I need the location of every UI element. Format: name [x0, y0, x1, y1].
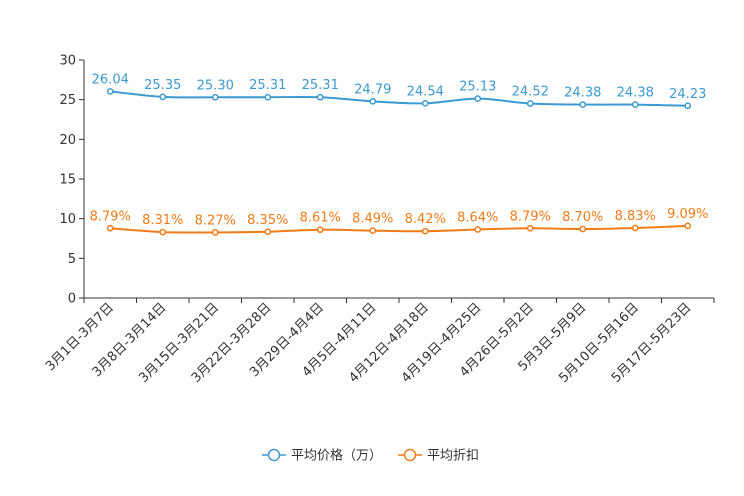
data-point[interactable]: [106, 88, 114, 95]
y-tick-label: 25: [59, 93, 76, 108]
series-layer: 26.04 25.35 25.30 25.31 25.31 24.79 24.54 25.13…: [90, 72, 708, 236]
data-label: 24.52: [512, 84, 549, 99]
data-point[interactable]: [106, 224, 114, 232]
data-label: 24.79: [354, 82, 391, 97]
data-point[interactable]: [631, 224, 639, 232]
data-point[interactable]: [684, 222, 692, 230]
data-point[interactable]: [316, 226, 324, 234]
data-label: 8.35%: [247, 213, 288, 228]
data-point[interactable]: [579, 101, 587, 108]
data-point[interactable]: [316, 93, 324, 101]
data-point[interactable]: [526, 100, 534, 107]
data-label: 8.27%: [195, 213, 236, 228]
data-point[interactable]: [369, 227, 377, 234]
y-tick-label: 20: [59, 133, 76, 148]
data-label: 9.09%: [667, 207, 708, 222]
series-line: [110, 224, 688, 234]
legend-circle-icon: [403, 448, 417, 462]
data-label: 8.42%: [405, 212, 446, 227]
data-point[interactable]: [474, 226, 482, 233]
data-label: 24.23: [669, 87, 706, 102]
data-label: 8.70%: [562, 210, 603, 225]
data-point[interactable]: [159, 228, 167, 236]
data-label: 8.64%: [457, 210, 498, 225]
data-point[interactable]: [369, 97, 377, 105]
data-point[interactable]: [474, 95, 482, 102]
data-label: 8.79%: [510, 209, 551, 224]
data-label: 25.31: [302, 78, 339, 93]
legend-circle-icon: [267, 448, 281, 462]
y-tick-label: 30: [59, 54, 76, 69]
data-label: 8.79%: [90, 209, 131, 224]
data-point[interactable]: [421, 99, 429, 107]
y-tick-label: 15: [59, 173, 76, 188]
data-point[interactable]: [631, 101, 639, 108]
data-point[interactable]: [579, 225, 587, 233]
data-label: 8.31%: [142, 213, 183, 228]
data-label: 8.83%: [615, 209, 656, 224]
data-point[interactable]: [421, 227, 429, 235]
y-tick-label: 5: [68, 252, 76, 267]
data-point[interactable]: [264, 93, 272, 101]
legend-label: 平均折扣: [427, 449, 479, 464]
data-label: 24.54: [407, 84, 444, 99]
data-label: 8.49%: [352, 212, 393, 227]
data-label: 25.35: [144, 78, 181, 93]
series-1: 26.04 25.35 25.30 25.31 25.31 24.79 24.54 25.13…: [92, 72, 706, 110]
data-label: 25.13: [459, 80, 496, 95]
data-label: 25.30: [197, 78, 234, 93]
data-label: 8.61%: [300, 211, 341, 226]
data-point[interactable]: [526, 224, 534, 232]
data-label: 26.04: [92, 72, 129, 87]
data-label: 24.38: [617, 86, 654, 101]
data-label: 24.38: [564, 86, 601, 101]
y-tick-label: 0: [68, 292, 76, 307]
legend-item-1[interactable]: 平均价格（万）: [262, 448, 382, 464]
data-point[interactable]: [159, 93, 167, 101]
series-line: [110, 90, 688, 107]
series-2: 8.79% 8.31% 8.27% 8.35% 8.61% 8.49% 8.42% 8.64%…: [90, 207, 708, 236]
data-point[interactable]: [211, 229, 219, 236]
data-point[interactable]: [684, 102, 692, 110]
chart-legend[interactable]: 平均价格（万） 平均折扣: [262, 448, 479, 464]
data-point[interactable]: [264, 228, 272, 236]
y-tick-label: 10: [59, 212, 76, 227]
legend-label: 平均价格（万）: [291, 448, 382, 464]
data-label: 25.31: [249, 78, 286, 93]
data-point[interactable]: [211, 93, 219, 101]
legend-item-2[interactable]: 平均折扣: [398, 449, 479, 464]
